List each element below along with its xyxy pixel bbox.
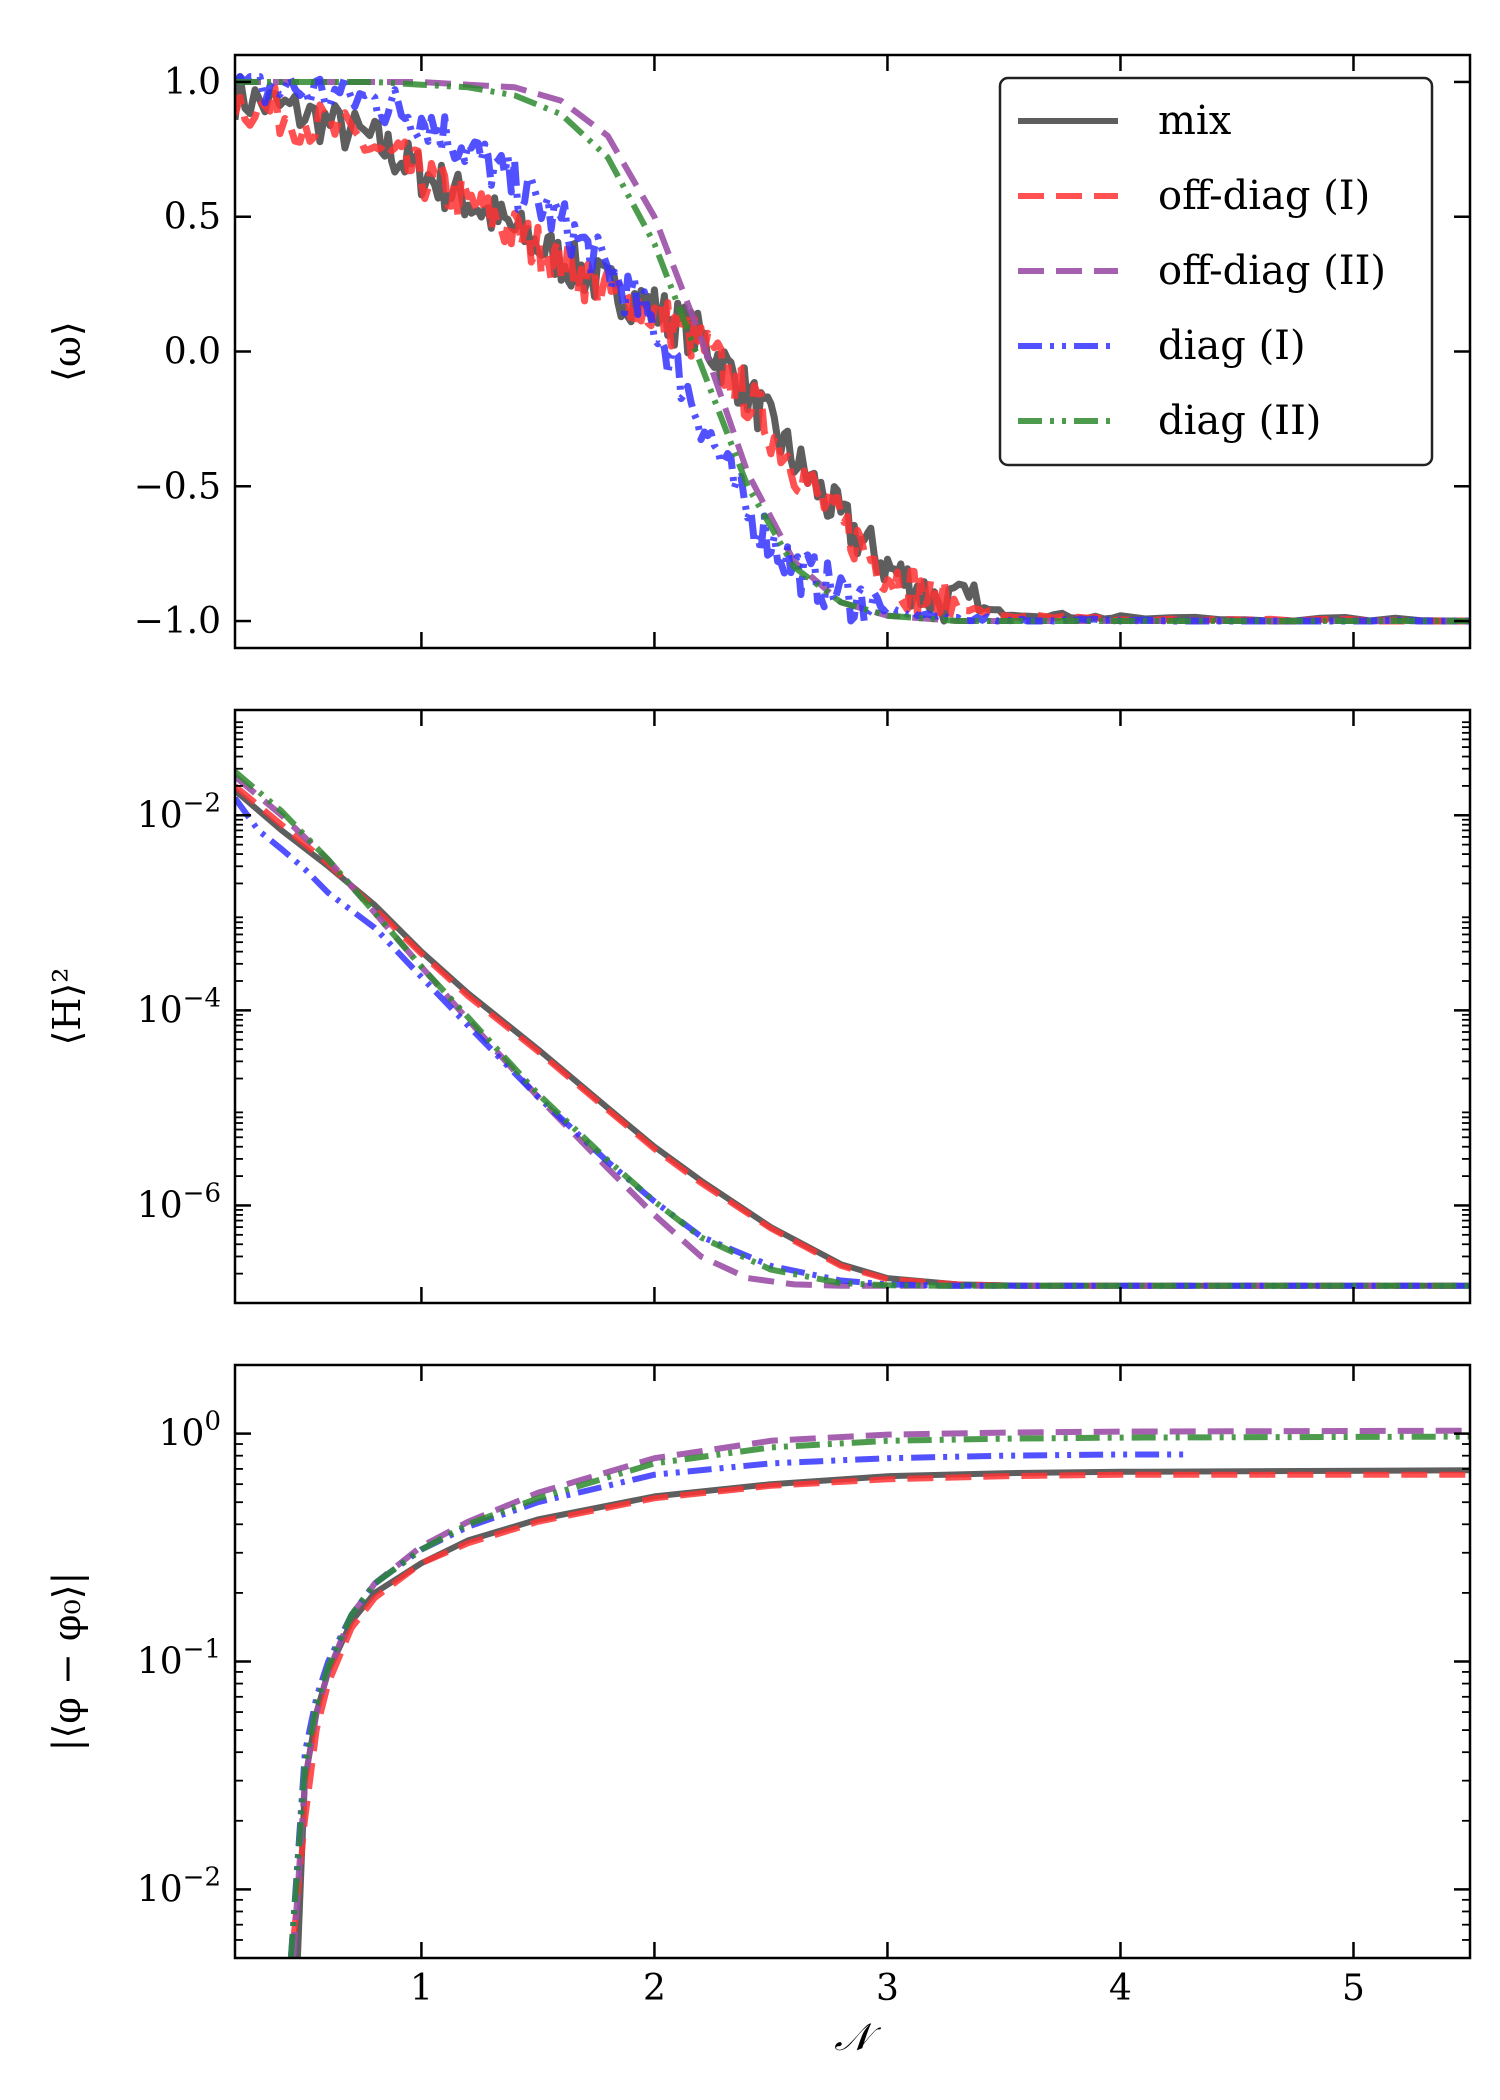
x-tick-label: 5 bbox=[1342, 1968, 1365, 2009]
legend-label-offdiag2: off-diag (II) bbox=[1158, 248, 1386, 294]
y-tick-label: −1.0 bbox=[134, 601, 221, 642]
y-axis-label: ⟨H⟩² bbox=[45, 967, 89, 1045]
series-group bbox=[287, 1427, 1470, 1958]
y-tick-label: 10−6 bbox=[137, 1178, 221, 1226]
panel-top: 1.0 0.5 0.0 −0.5 −1.0 ⟨ω⟩ mix off-diag (I) off-d… bbox=[45, 53, 1472, 650]
x-tick-label: 3 bbox=[876, 1968, 899, 2009]
series-line-diag2 bbox=[235, 769, 1470, 1289]
series-line-diag2 bbox=[287, 1433, 1470, 1958]
series-line-offdiag2 bbox=[290, 1427, 1470, 1958]
series-group bbox=[235, 73, 1470, 625]
series-line-diag1 bbox=[235, 73, 1470, 625]
y-tick-label: 1.0 bbox=[164, 62, 221, 103]
y-tick-label: 10−4 bbox=[137, 983, 221, 1031]
series-line-offdiag1 bbox=[290, 1471, 1470, 1941]
series-line-offdiag1 bbox=[235, 84, 1470, 625]
y-tick-label: 10−2 bbox=[137, 788, 221, 836]
panel-middle: 10−2 10−4 10−6 ⟨H⟩² bbox=[45, 708, 1472, 1305]
y-tick-label: −0.5 bbox=[134, 466, 221, 507]
legend-box bbox=[998, 76, 1434, 467]
series-line-offdiag1 bbox=[235, 783, 1470, 1289]
legend-label-mix: mix bbox=[1158, 98, 1232, 144]
y-axis-label: ⟨ω⟩ bbox=[45, 321, 89, 382]
legend-label-diag2: diag (II) bbox=[1158, 398, 1321, 444]
axes-frame bbox=[233, 708, 1472, 1305]
x-tick-label: 2 bbox=[643, 1968, 666, 2009]
y-tick-label: 0.0 bbox=[164, 332, 221, 373]
axes-frame bbox=[233, 1363, 1472, 1960]
legend: mix off-diag (I) off-diag (II) diag (I) diag… bbox=[998, 76, 1434, 467]
series-line-mix bbox=[235, 788, 1470, 1289]
x-tick-label: 4 bbox=[1109, 1968, 1132, 2009]
y-tick-label: 100 bbox=[159, 1407, 221, 1455]
y-axis-label: |⟨φ − φ₀⟩| bbox=[45, 1572, 89, 1752]
legend-label-offdiag1: off-diag (I) bbox=[1158, 173, 1370, 219]
series-line-mix bbox=[235, 73, 1470, 625]
series-line-diag1 bbox=[287, 1451, 1191, 1958]
series-line-offdiag2 bbox=[235, 774, 1470, 1289]
y-tick-label: 10−1 bbox=[137, 1635, 221, 1683]
series-line-diag2 bbox=[235, 79, 1470, 624]
x-axis-label: 𝒩 bbox=[834, 2015, 882, 2059]
series-group bbox=[235, 769, 1470, 1289]
y-tick-label: 10−2 bbox=[137, 1862, 221, 1910]
series-line-diag1 bbox=[235, 796, 1470, 1289]
y-tick-label: 0.5 bbox=[164, 197, 221, 238]
panel-bottom: 1 2 3 4 5 100 10−1 10−2 |⟨φ − φ₀⟩| 𝒩 bbox=[45, 1363, 1472, 2059]
x-tick-label: 1 bbox=[410, 1968, 433, 2009]
legend-label-diag1: diag (I) bbox=[1158, 323, 1306, 369]
